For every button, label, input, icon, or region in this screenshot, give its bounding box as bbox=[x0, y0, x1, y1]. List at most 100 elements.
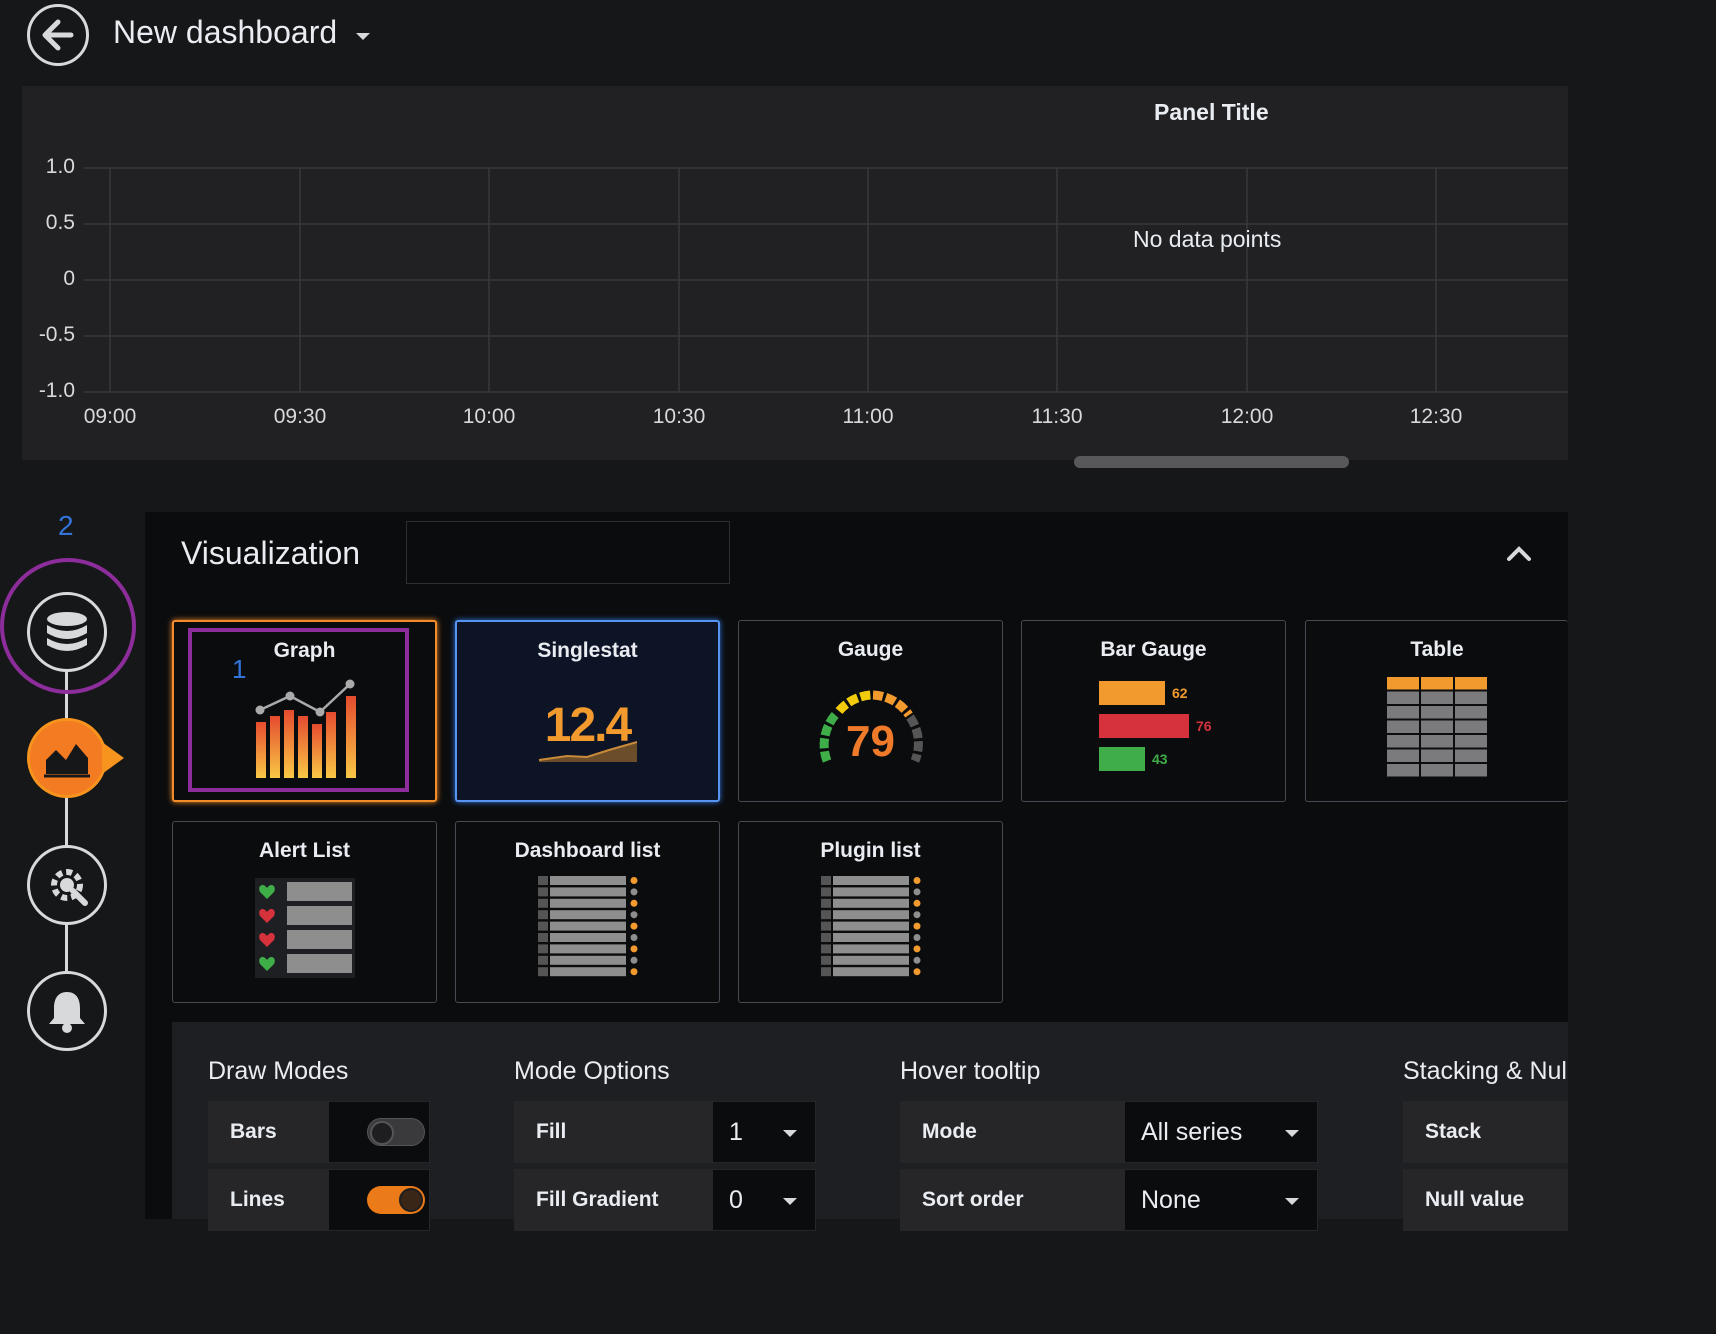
list-row-shape bbox=[833, 933, 909, 942]
viz-card-table[interactable]: Table bbox=[1305, 620, 1568, 802]
fill-gradient-select-value: 0 bbox=[729, 1185, 743, 1214]
list-row-shape bbox=[833, 967, 909, 977]
sort-order-value: None bbox=[1141, 1185, 1201, 1214]
sort-order-select[interactable]: None bbox=[1124, 1169, 1318, 1231]
list-row-shape bbox=[550, 898, 626, 908]
list-row-shape bbox=[833, 955, 909, 965]
list-bullet-shape bbox=[821, 967, 831, 977]
viz-card-bar-gauge[interactable]: Bar Gauge 62 76 43 bbox=[1021, 620, 1286, 802]
bar-gauge-bar bbox=[1099, 681, 1165, 705]
collapse-chevron-up-icon[interactable] bbox=[1505, 543, 1533, 563]
null-value-option: Null value bbox=[1403, 1169, 1568, 1231]
table-cell-shape bbox=[1387, 720, 1419, 733]
queries-step-button[interactable] bbox=[27, 592, 107, 672]
panel-title[interactable]: Panel Title bbox=[1154, 99, 1269, 125]
x-tick-label: 12:00 bbox=[1220, 405, 1274, 428]
list-row-shape bbox=[550, 910, 626, 920]
table-cell-shape bbox=[1387, 706, 1419, 719]
table-cell-shape bbox=[1421, 691, 1453, 704]
alert-step-button[interactable] bbox=[27, 971, 107, 1051]
list-row-shape bbox=[550, 944, 626, 954]
graph-viz-icon bbox=[255, 679, 356, 778]
sort-order-label: Sort order bbox=[900, 1169, 1124, 1231]
back-button[interactable] bbox=[27, 4, 89, 66]
list-bullet-shape bbox=[821, 955, 831, 965]
null-value-label: Null value bbox=[1403, 1169, 1568, 1231]
gauge-value: 79 bbox=[846, 717, 895, 766]
chevron-down-icon[interactable] bbox=[356, 33, 370, 40]
lines-toggle[interactable] bbox=[367, 1186, 425, 1214]
viz-card-gauge[interactable]: Gauge 79 bbox=[738, 620, 1003, 802]
list-status-dot bbox=[630, 899, 638, 907]
list-status-dot bbox=[630, 968, 638, 976]
viz-card-singlestat[interactable]: Singlestat 12.4 bbox=[455, 620, 720, 802]
table-cell-shape bbox=[1455, 706, 1487, 719]
visualization-step-button[interactable] bbox=[27, 718, 107, 798]
x-tick-label: 11:00 bbox=[842, 405, 894, 428]
viz-card-label: Dashboard list bbox=[514, 839, 661, 862]
fill-select[interactable]: 1 bbox=[712, 1101, 816, 1163]
hover-tooltip-title: Hover tooltip bbox=[900, 1057, 1041, 1085]
draw-modes-title: Draw Modes bbox=[208, 1057, 349, 1085]
list-status-dot bbox=[913, 888, 921, 896]
viz-card-graph[interactable]: Graph bbox=[172, 620, 437, 802]
chevron-down-icon bbox=[783, 1130, 797, 1137]
table-cell-shape bbox=[1421, 749, 1453, 762]
fill-gradient-label: Fill Gradient bbox=[514, 1169, 712, 1231]
visualization-search-input[interactable] bbox=[406, 521, 730, 584]
list-bullet-shape bbox=[538, 898, 548, 908]
plugin-list-viz-icon bbox=[821, 876, 921, 977]
list-bullet-shape bbox=[821, 887, 831, 897]
table-cell-shape bbox=[1455, 735, 1487, 748]
list-bullet-shape bbox=[821, 898, 831, 908]
dashboard-title[interactable]: New dashboard bbox=[113, 14, 338, 50]
list-status-dot bbox=[630, 934, 638, 941]
selection-callout bbox=[188, 628, 409, 792]
list-bullet-shape bbox=[821, 910, 831, 920]
singlestat-value: 12.4 bbox=[544, 699, 632, 752]
general-step-button[interactable] bbox=[27, 845, 107, 925]
viz-card-dashboard-list[interactable]: Dashboard list bbox=[455, 821, 720, 1003]
table-cell-shape bbox=[1387, 764, 1419, 777]
panel-resize-handle[interactable] bbox=[1074, 456, 1349, 468]
tooltip-mode-label: Mode bbox=[900, 1101, 1124, 1163]
bars-label: Bars bbox=[208, 1101, 328, 1163]
table-cell-shape bbox=[1387, 735, 1419, 748]
viz-card-label: Plugin list bbox=[820, 839, 921, 862]
table-cell-shape bbox=[1455, 691, 1487, 704]
list-status-dot bbox=[913, 945, 921, 953]
x-tick-label: 09:30 bbox=[273, 405, 327, 428]
no-data-message: No data points bbox=[1133, 226, 1282, 252]
settings-icon bbox=[51, 869, 88, 906]
list-bullet-shape bbox=[538, 944, 548, 954]
mode-options-title: Mode Options bbox=[514, 1057, 670, 1085]
area-chart-icon bbox=[44, 744, 90, 778]
fill-gradient-select[interactable]: 0 bbox=[712, 1169, 816, 1231]
tooltip-mode-select[interactable]: All series bbox=[1124, 1101, 1318, 1163]
dashboard-header: New dashboard bbox=[0, 0, 1568, 80]
table-viz-icon bbox=[1387, 677, 1487, 777]
stacking-title: Stacking & Nul bbox=[1403, 1057, 1567, 1085]
viz-card-alert-list[interactable]: Alert List bbox=[172, 821, 437, 1003]
list-status-dot bbox=[630, 956, 638, 964]
bar-gauge-bar bbox=[1099, 714, 1189, 738]
tooltip-mode-option: Mode All series bbox=[900, 1101, 1318, 1163]
list-row-shape bbox=[550, 967, 626, 977]
viz-card-plugin-list[interactable]: Plugin list bbox=[738, 821, 1003, 1003]
viz-card-label: Singlestat bbox=[537, 639, 638, 662]
lines-toggle-cell bbox=[328, 1169, 430, 1231]
table-cell-shape bbox=[1455, 764, 1487, 777]
table-cell-shape bbox=[1455, 720, 1487, 733]
graph-panel[interactable] bbox=[22, 86, 1568, 460]
step-rail bbox=[65, 630, 68, 1010]
list-bullet-shape bbox=[538, 967, 548, 977]
chevron-down-icon bbox=[1285, 1130, 1299, 1137]
list-row-shape bbox=[550, 955, 626, 965]
list-status-dot bbox=[630, 945, 638, 953]
list-row-shape bbox=[833, 921, 909, 931]
list-row-shape bbox=[833, 910, 909, 920]
table-cell-shape bbox=[1387, 677, 1419, 690]
bars-toggle[interactable] bbox=[367, 1118, 425, 1146]
list-bullet-shape bbox=[538, 887, 548, 897]
list-row-shape bbox=[550, 876, 626, 885]
